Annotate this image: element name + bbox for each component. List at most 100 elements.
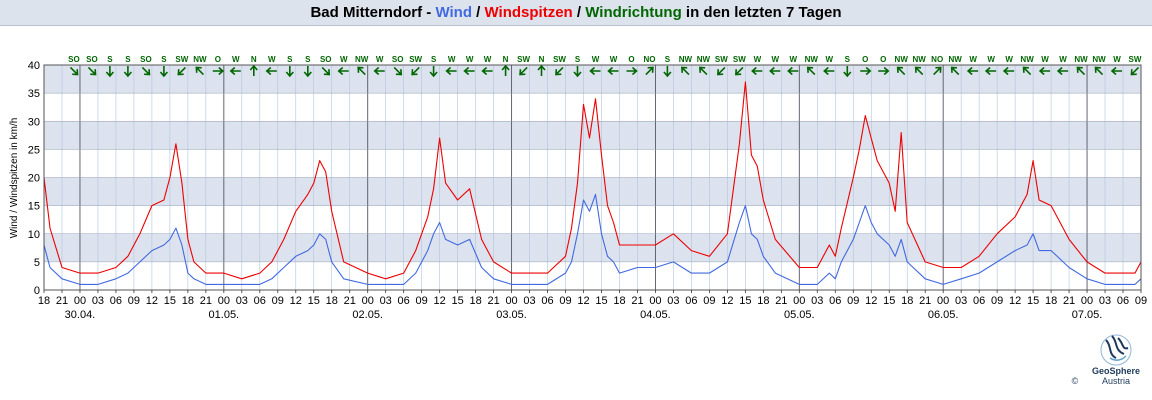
title-suffix: in den letzten 7 Tagen [681, 4, 842, 21]
direction-label: O [215, 55, 221, 64]
x-tick-label: 03 [92, 295, 104, 307]
direction-label: NW [193, 55, 207, 64]
arrow-shape [950, 66, 960, 76]
arrow-shape [141, 66, 151, 76]
direction-label: W [592, 55, 600, 64]
x-tick-label: 09 [559, 295, 571, 307]
x-tick-label: 09 [847, 295, 859, 307]
direction-label: NO [931, 55, 943, 64]
direction-label: S [125, 55, 131, 64]
arrow-shape [607, 66, 619, 76]
direction-arrow-icon [681, 66, 690, 76]
arrow-shape [393, 66, 403, 76]
arrow-shape [823, 66, 835, 76]
direction-arrow-icon [751, 66, 763, 76]
title-station: Bad Mitterndorf [310, 4, 423, 21]
x-tick-label: 21 [775, 295, 787, 307]
direction-arrow-icon [1130, 66, 1140, 76]
x-tick-label: 00 [362, 295, 374, 307]
arrow-shape [626, 66, 638, 76]
arrow-shape [717, 66, 726, 76]
x-tick-label: 03 [380, 295, 392, 307]
direction-label: NW [355, 55, 369, 64]
x-tick-label: 00 [1081, 295, 1093, 307]
title-sep-1: - [422, 4, 436, 21]
plot-frame [43, 64, 1142, 291]
x-tick-label: 03 [236, 295, 248, 307]
x-tick-label: 15 [739, 295, 751, 307]
background-bands [44, 65, 1141, 262]
direction-label: N [503, 55, 509, 64]
direction-arrow-icon [735, 66, 744, 76]
x-tick-label: 21 [56, 295, 68, 307]
direction-arrow-icon [699, 66, 708, 76]
y-tick-label: 15 [28, 201, 40, 213]
date-label: 05.05. [784, 309, 815, 321]
logo-text-line2: Austria [1101, 376, 1130, 386]
x-tick-label: 00 [505, 295, 517, 307]
direction-arrow-icon [933, 66, 942, 76]
direction-arrow-icon [607, 66, 619, 76]
y-tick-label: 35 [28, 88, 40, 100]
band [44, 121, 1141, 150]
direction-arrow-icon [966, 66, 979, 76]
direction-label: W [969, 55, 977, 64]
direction-label: W [825, 55, 833, 64]
x-tick-label: 18 [38, 295, 50, 307]
direction-arrow-icon [950, 66, 960, 76]
direction-label: NW [948, 55, 962, 64]
arrow-shape [445, 66, 457, 76]
direction-arrow-icon [123, 66, 133, 78]
arrow-shape [373, 66, 385, 76]
direction-arrow-icon [806, 66, 816, 76]
x-tick-label: 06 [541, 295, 553, 307]
direction-arrow-icon [429, 66, 438, 78]
arrow-shape [735, 66, 744, 76]
direction-arrow-icon [373, 66, 385, 76]
direction-label: NW [1092, 55, 1106, 64]
logo-copyright: © [1071, 376, 1079, 386]
direction-arrow-icon [914, 66, 924, 76]
x-tick-label: 21 [487, 295, 499, 307]
arrow-shape [265, 66, 277, 76]
x-tick-label: 09 [128, 295, 140, 307]
arrow-shape [1110, 66, 1122, 76]
direction-arrow-icon [481, 66, 493, 76]
direction-arrow-icon [285, 66, 294, 78]
x-tick-label: 03 [1099, 295, 1111, 307]
direction-row: SO SO S S SO S SW NW O W N W S S SO W NW W SO SW S W W W N SW N SW S… [68, 55, 1142, 78]
direction-arrow-icon [265, 66, 277, 76]
direction-arrow-icon [105, 66, 115, 78]
arrow-shape [537, 64, 546, 76]
arrow-shape [843, 66, 852, 78]
direction-arrow-icon [589, 66, 601, 76]
x-tick-label: 12 [1009, 295, 1021, 307]
direction-label: SW [517, 55, 530, 64]
y-tick-label: 0 [34, 285, 40, 297]
x-tick-label: 12 [434, 295, 446, 307]
direction-arrow-icon [229, 66, 241, 76]
arrow-shape [249, 64, 258, 76]
date-label: 03.05. [496, 309, 527, 321]
title-direction: Windrichtung [585, 4, 682, 21]
x-tick-label: 18 [326, 295, 338, 307]
direction-arrow-icon [769, 66, 781, 76]
x-tick-label: 12 [721, 295, 733, 307]
direction-arrow-icon [787, 66, 799, 76]
direction-arrow-icon [573, 66, 582, 78]
direction-arrow-icon [1038, 66, 1051, 76]
logo-text-line1: GeoSphere [1091, 366, 1140, 376]
title-sep-2: / [472, 4, 485, 21]
x-axis-ticks: 18 21 00 03 06 09 12 15 18 21 00 03 06 09 12 15 18 21 00 03… [38, 290, 1147, 307]
direction-label: NW [913, 55, 927, 64]
arrow-shape [966, 66, 979, 76]
direction-arrow-icon [1094, 66, 1104, 76]
direction-arrow-icon [860, 66, 872, 76]
arrow-shape [303, 66, 312, 78]
arrow-shape [87, 66, 97, 76]
direction-label: W [772, 55, 780, 64]
direction-arrow-icon [357, 66, 366, 76]
date-label: 01.05. [209, 309, 240, 321]
direction-arrow-icon [555, 66, 564, 76]
